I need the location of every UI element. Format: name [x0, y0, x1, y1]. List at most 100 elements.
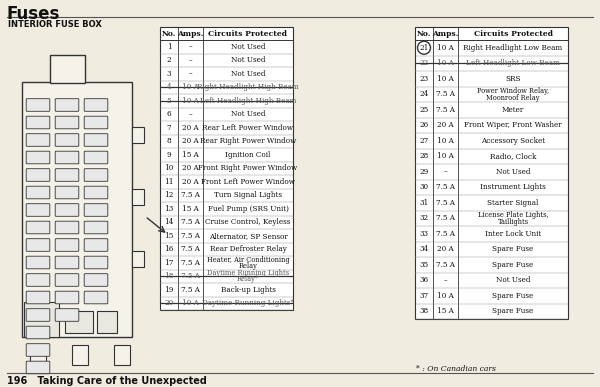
Text: –: – [188, 56, 193, 64]
Text: Front Wiper, Front Washer: Front Wiper, Front Washer [464, 121, 562, 129]
FancyBboxPatch shape [26, 326, 50, 339]
Text: Accessory Socket: Accessory Socket [481, 137, 545, 145]
Text: –: – [443, 168, 448, 176]
Text: INTERIOR FUSE BOX: INTERIOR FUSE BOX [8, 20, 102, 29]
Text: 10 A: 10 A [182, 97, 199, 105]
Text: 20 A: 20 A [182, 164, 199, 172]
FancyBboxPatch shape [84, 116, 108, 129]
Text: 10: 10 [164, 164, 173, 172]
FancyBboxPatch shape [55, 221, 79, 234]
Text: 5: 5 [167, 97, 172, 105]
Text: Power Window Relay,: Power Window Relay, [477, 87, 549, 95]
Text: 20: 20 [164, 299, 173, 307]
Text: 3: 3 [167, 70, 171, 78]
Text: Left Headlight High Beam: Left Headlight High Beam [200, 97, 296, 105]
Text: 36: 36 [419, 276, 428, 284]
Text: 7.5 A: 7.5 A [436, 106, 455, 114]
FancyBboxPatch shape [26, 239, 50, 251]
Text: 20 A: 20 A [182, 137, 199, 145]
Text: Alternator, SP Sensor: Alternator, SP Sensor [209, 232, 287, 240]
Bar [132, 127, 144, 142]
Text: SRS: SRS [505, 75, 521, 83]
Text: –: – [443, 276, 448, 284]
FancyBboxPatch shape [26, 186, 50, 199]
Bar [72, 345, 88, 365]
Text: Right Headlight Low Beam: Right Headlight Low Beam [463, 44, 563, 52]
Text: 7.5 A: 7.5 A [436, 230, 455, 238]
Text: 7.5 A: 7.5 A [181, 259, 200, 267]
FancyBboxPatch shape [84, 274, 108, 286]
Text: 196   Taking Care of the Unexpected: 196 Taking Care of the Unexpected [7, 376, 207, 386]
FancyBboxPatch shape [55, 291, 79, 304]
FancyBboxPatch shape [26, 291, 50, 304]
Text: 20 A: 20 A [437, 245, 454, 253]
Text: 7.5 A: 7.5 A [181, 245, 200, 253]
Text: 12: 12 [164, 191, 173, 199]
Text: 10 A: 10 A [437, 75, 454, 83]
Text: 7.5 A: 7.5 A [181, 272, 200, 280]
Text: Daytime Running Lights*: Daytime Running Lights* [202, 299, 294, 307]
FancyBboxPatch shape [55, 256, 79, 269]
Text: Meter: Meter [502, 106, 524, 114]
FancyBboxPatch shape [26, 151, 50, 164]
Bar [415, 27, 568, 319]
Text: 4: 4 [167, 83, 172, 91]
Text: 10 A: 10 A [182, 83, 199, 91]
Text: Spare Fuse: Spare Fuse [493, 245, 533, 253]
FancyBboxPatch shape [26, 204, 50, 216]
Text: Front Left Power Window: Front Left Power Window [201, 178, 295, 186]
Text: 13: 13 [164, 205, 173, 213]
Text: Radio, Clock: Radio, Clock [490, 152, 536, 160]
Text: 29: 29 [419, 168, 428, 176]
FancyBboxPatch shape [84, 221, 108, 234]
Text: Fuel Pump (SRS Unit): Fuel Pump (SRS Unit) [208, 205, 289, 213]
Bar [132, 250, 144, 267]
Text: 9: 9 [167, 151, 172, 159]
FancyBboxPatch shape [55, 186, 79, 199]
Text: 11: 11 [164, 178, 174, 186]
Text: 38: 38 [419, 307, 428, 315]
Text: 16: 16 [164, 245, 173, 253]
FancyBboxPatch shape [55, 99, 79, 111]
Text: Turn Signal Lights: Turn Signal Lights [214, 191, 282, 199]
FancyBboxPatch shape [55, 169, 79, 181]
Text: Not Used: Not Used [231, 56, 265, 64]
Text: Inter Lock Unit: Inter Lock Unit [485, 230, 541, 238]
Bar [97, 311, 117, 333]
Text: Spare Fuse: Spare Fuse [493, 292, 533, 300]
Text: 20 A: 20 A [182, 124, 199, 132]
Text: 7.5 A: 7.5 A [436, 214, 455, 222]
Text: * : On Canadian cars: * : On Canadian cars [416, 365, 496, 373]
Text: 22: 22 [419, 59, 428, 67]
Text: 7.5 A: 7.5 A [181, 232, 200, 240]
Bar [24, 302, 59, 337]
FancyBboxPatch shape [84, 99, 108, 111]
Text: Not Used: Not Used [231, 110, 265, 118]
Text: Ignition Coil: Ignition Coil [226, 151, 271, 159]
Text: 2: 2 [167, 56, 172, 64]
Text: 10 A: 10 A [437, 59, 454, 67]
Text: 23: 23 [419, 75, 428, 83]
Text: 8: 8 [167, 137, 172, 145]
Text: 7.5 A: 7.5 A [181, 218, 200, 226]
FancyBboxPatch shape [55, 134, 79, 146]
Text: Spare Fuse: Spare Fuse [493, 307, 533, 315]
FancyBboxPatch shape [26, 99, 50, 111]
FancyBboxPatch shape [84, 169, 108, 181]
Text: Circuits Protected: Circuits Protected [209, 29, 287, 38]
Text: 7: 7 [167, 124, 172, 132]
FancyBboxPatch shape [26, 274, 50, 286]
Text: Circuits Protected: Circuits Protected [473, 29, 553, 38]
FancyBboxPatch shape [84, 204, 108, 216]
Text: Back-up Lights: Back-up Lights [221, 286, 275, 294]
Bar [22, 82, 132, 337]
Text: Not Used: Not Used [231, 43, 265, 51]
Text: 31: 31 [419, 199, 428, 207]
Text: 10 A: 10 A [437, 152, 454, 160]
Text: 6: 6 [167, 110, 172, 118]
Text: Not Used: Not Used [231, 70, 265, 78]
Text: No.: No. [417, 29, 431, 38]
FancyBboxPatch shape [84, 291, 108, 304]
Text: 7.5 A: 7.5 A [181, 191, 200, 199]
Bar [132, 188, 144, 204]
